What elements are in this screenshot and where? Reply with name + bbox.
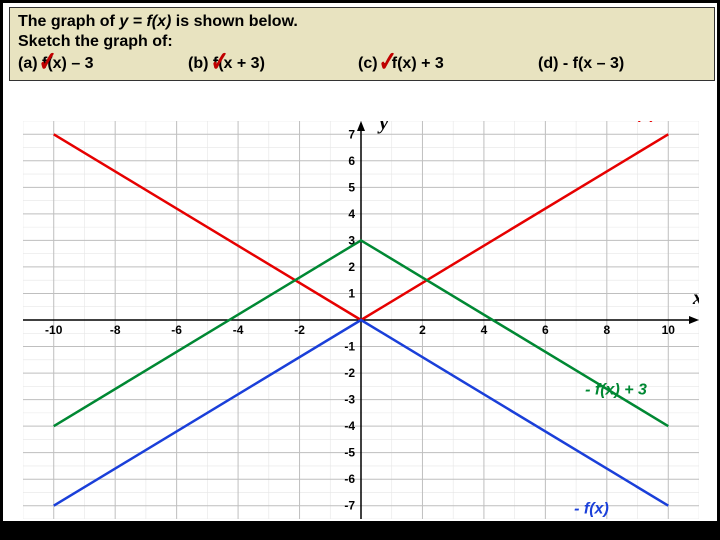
svg-text:-7: -7	[344, 499, 355, 513]
header-line1: The graph of y = f(x) is shown below.	[18, 12, 706, 32]
svg-text:-5: -5	[344, 446, 355, 460]
svg-text:-2: -2	[344, 366, 355, 380]
part-b: ✓ (b) f(x + 3)	[188, 54, 358, 74]
svg-text:2: 2	[348, 260, 355, 274]
label-y: y	[377, 121, 388, 134]
label-- f(x) + 3: - f(x) + 3	[585, 381, 647, 398]
svg-text:-4: -4	[233, 323, 244, 337]
part-c: ✓ (c) - f(x) + 3	[358, 54, 538, 74]
eq: y = f(x)	[119, 13, 171, 30]
part-a: ✓ (a) f(x) – 3	[18, 54, 188, 74]
svg-text:6: 6	[542, 323, 549, 337]
label-f(x): f(x)	[631, 121, 656, 122]
label-- f(x): - f(x)	[574, 501, 609, 518]
txt: The graph of	[18, 13, 119, 30]
label-x: x	[692, 287, 699, 309]
svg-text:1: 1	[348, 286, 355, 300]
svg-text:8: 8	[603, 323, 610, 337]
svg-text:-4: -4	[344, 419, 355, 433]
svg-text:-3: -3	[344, 393, 355, 407]
svg-text:-8: -8	[110, 323, 121, 337]
svg-text:-6: -6	[171, 323, 182, 337]
svg-text:5: 5	[348, 180, 355, 194]
svg-text:10: 10	[662, 323, 676, 337]
frame: The graph of y = f(x) is shown below. Sk…	[2, 2, 718, 522]
question-header: The graph of y = f(x) is shown below. Sk…	[9, 7, 715, 81]
credit-text: © T Madas	[665, 527, 714, 538]
svg-text:6: 6	[348, 154, 355, 168]
svg-text:-2: -2	[294, 323, 305, 337]
svg-text:4: 4	[348, 207, 355, 221]
parts-row: ✓ (a) f(x) – 3 ✓ (b) f(x + 3) ✓ (c) - f(…	[18, 54, 706, 74]
header-line2: Sketch the graph of:	[18, 32, 706, 52]
svg-text:7: 7	[348, 127, 355, 141]
svg-text:-10: -10	[45, 323, 63, 337]
part-d-text: (d) - f(x – 3)	[538, 54, 624, 74]
graph-plot: -10-8-6-4-2246810-7-6-5-4-3-2-11234567f(…	[23, 121, 699, 519]
svg-text:-1: -1	[344, 340, 355, 354]
svg-text:2: 2	[419, 323, 426, 337]
part-c-text: (c) - f(x) + 3	[358, 54, 444, 74]
svg-text:4: 4	[481, 323, 488, 337]
svg-text:-6: -6	[344, 472, 355, 486]
txt2: is shown below.	[171, 13, 298, 30]
part-d: (d) - f(x – 3)	[538, 54, 688, 74]
